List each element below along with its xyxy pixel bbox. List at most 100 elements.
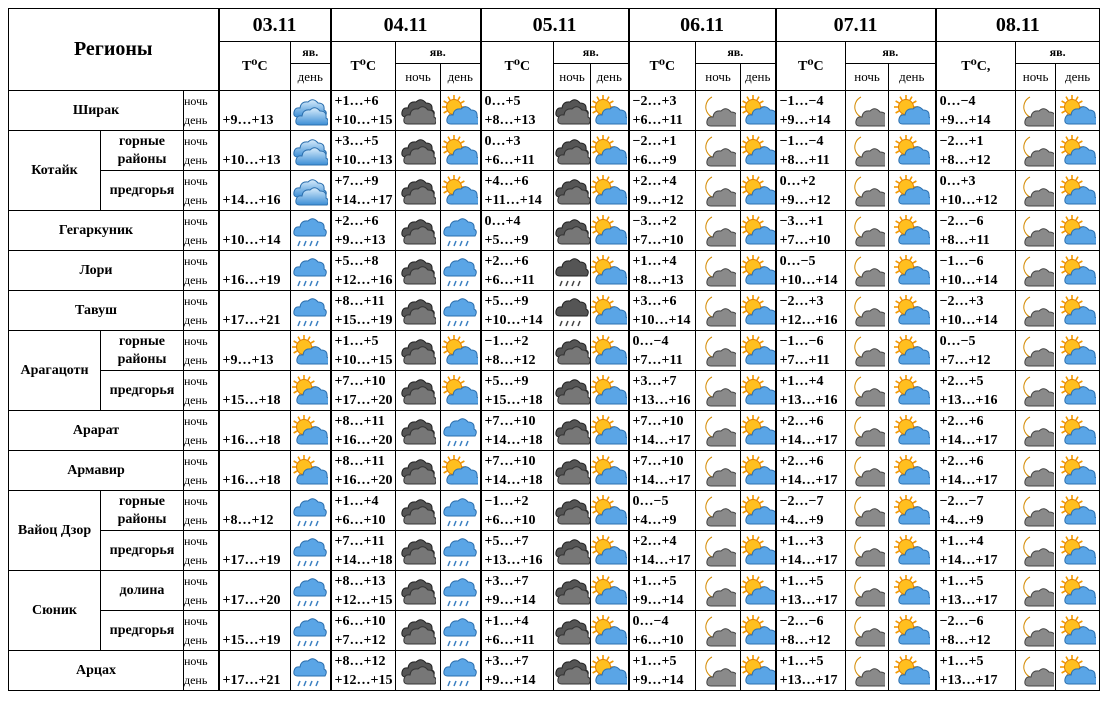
cloud bbox=[855, 387, 886, 406]
weather-icon bbox=[555, 498, 590, 524]
icon-cell bbox=[395, 570, 442, 611]
cloud bbox=[446, 145, 479, 164]
ray bbox=[443, 349, 448, 354]
rain bbox=[459, 560, 463, 566]
temperature-cell: +9…+13 bbox=[217, 90, 292, 131]
icon-cell bbox=[440, 490, 482, 531]
ray bbox=[742, 189, 747, 194]
temperature-cell: +1…+4 +8…+13 bbox=[627, 250, 697, 291]
rain bbox=[297, 640, 301, 646]
ray bbox=[457, 375, 461, 380]
subregion-name: предгорья bbox=[100, 530, 184, 571]
temperature: +3…+5 bbox=[334, 133, 379, 149]
cloud bbox=[745, 345, 775, 364]
weather-icon bbox=[442, 454, 479, 484]
night-header: ночь bbox=[845, 63, 890, 91]
ray bbox=[742, 429, 747, 434]
weather-icon bbox=[1059, 654, 1096, 684]
icon-cell bbox=[290, 490, 332, 531]
weather-icon bbox=[741, 334, 775, 364]
icon-cell bbox=[695, 490, 742, 531]
period-labels: ночь день bbox=[182, 90, 220, 131]
ray bbox=[895, 379, 900, 384]
rain bbox=[447, 440, 451, 446]
icon-cell bbox=[845, 170, 890, 211]
rain bbox=[303, 240, 307, 246]
rain bbox=[459, 320, 463, 326]
ray bbox=[1074, 135, 1079, 140]
cloud bbox=[595, 465, 628, 484]
temperature: +17…+20 bbox=[334, 392, 393, 408]
subregion-name: предгорья bbox=[100, 610, 184, 651]
night-header: ночь bbox=[695, 63, 742, 91]
weather-icon bbox=[1059, 94, 1096, 124]
icon-cell bbox=[740, 570, 777, 611]
temp-header: T⁰C bbox=[774, 41, 847, 91]
cloud bbox=[706, 187, 737, 206]
temp-header: T⁰C, bbox=[934, 41, 1017, 91]
temperature-cell: +1…+4 +14…+17 bbox=[934, 530, 1017, 571]
cloud bbox=[557, 145, 590, 164]
ray bbox=[596, 135, 600, 140]
temperature: +14…+17 bbox=[632, 472, 691, 488]
rain bbox=[459, 240, 463, 246]
ray bbox=[1074, 255, 1079, 260]
cloud bbox=[557, 105, 590, 124]
icon-cell bbox=[845, 610, 890, 651]
temperature-cell: −1…+2 +6…+10 bbox=[479, 490, 555, 531]
temperature-cell: +16…+18 bbox=[217, 410, 292, 451]
ray bbox=[742, 109, 747, 114]
ray bbox=[909, 135, 913, 140]
weather-icon bbox=[401, 658, 437, 684]
cloud bbox=[443, 497, 478, 516]
rain bbox=[459, 520, 463, 526]
ray bbox=[310, 379, 316, 384]
cloud bbox=[446, 385, 479, 404]
icon-cell bbox=[740, 130, 777, 171]
ray bbox=[756, 215, 760, 220]
cloud bbox=[295, 146, 329, 165]
ray bbox=[596, 335, 600, 340]
icon-cell bbox=[888, 330, 937, 371]
ray bbox=[909, 535, 913, 540]
ray bbox=[1074, 295, 1079, 300]
rain bbox=[453, 320, 457, 326]
temperature: +4…+9 bbox=[779, 512, 824, 528]
temperature-cell: +4…+6 +11…+14 bbox=[479, 170, 555, 211]
cloud bbox=[403, 305, 437, 324]
ray bbox=[606, 95, 610, 100]
ray bbox=[756, 535, 760, 540]
region-row: предгорья ночь день +14…+16 +7…+9 +14…+17 +4…+… bbox=[9, 170, 1101, 211]
icon-cell bbox=[740, 90, 777, 131]
temperature: +10…+13 bbox=[222, 152, 281, 168]
temperature: 0…−4 bbox=[939, 93, 976, 109]
temperature: +9…+14 bbox=[484, 672, 536, 688]
temperature: +12…+16 bbox=[334, 272, 393, 288]
ray bbox=[912, 659, 917, 664]
temperature: +8…+11 bbox=[334, 293, 385, 309]
ray bbox=[742, 179, 747, 184]
ray bbox=[447, 135, 451, 140]
ray bbox=[1060, 389, 1066, 394]
temperature: −2…+3 bbox=[632, 93, 677, 109]
ray bbox=[592, 379, 597, 384]
temperature-cell: +1…+5 +13…+17 bbox=[774, 570, 847, 611]
ray bbox=[759, 139, 764, 144]
ray bbox=[1060, 139, 1066, 144]
rain bbox=[453, 600, 457, 606]
icon-cell bbox=[1055, 610, 1101, 651]
temperature-cell: −1…−6 +7…+11 bbox=[774, 330, 847, 371]
weather-icon bbox=[854, 416, 886, 446]
weather-icon bbox=[401, 258, 437, 284]
ray bbox=[746, 295, 750, 300]
temperature-cell: −2…−7 +4…+9 bbox=[774, 490, 847, 531]
temperature: +14…+17 bbox=[632, 552, 691, 568]
weather-icon bbox=[401, 498, 437, 524]
cloud bbox=[706, 467, 737, 486]
ray bbox=[742, 309, 747, 314]
ray bbox=[1064, 135, 1069, 140]
ray bbox=[457, 335, 461, 340]
temperature: +1…+4 bbox=[779, 373, 824, 389]
ray bbox=[909, 215, 913, 220]
ray bbox=[1074, 415, 1079, 420]
